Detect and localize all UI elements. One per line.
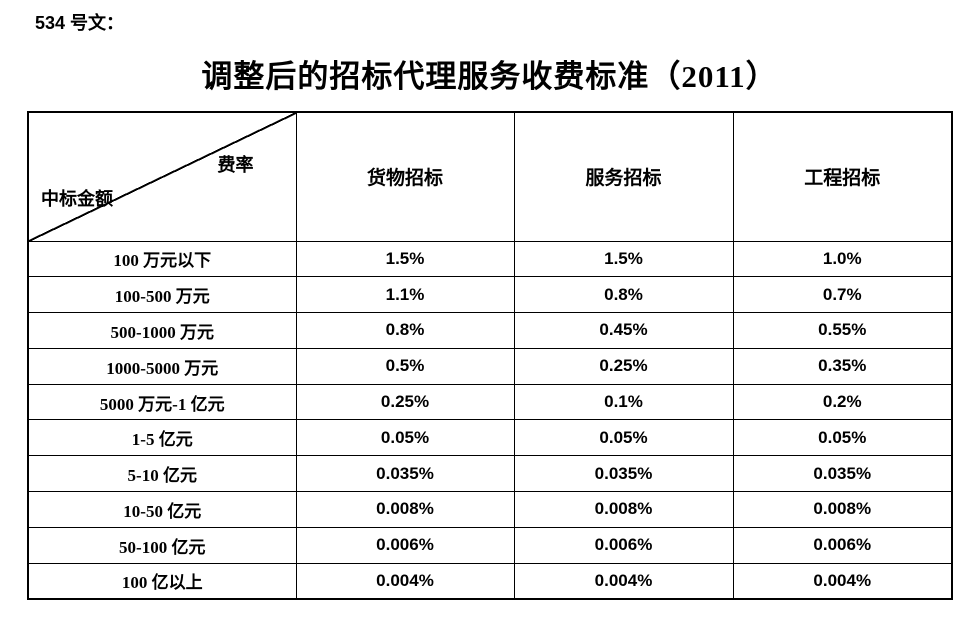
goods-rate-cell: 0.25% — [295, 383, 515, 421]
services-rate-cell: 0.8% — [513, 276, 734, 314]
services-rate-cell: 0.006% — [513, 526, 734, 564]
table-row: 50-100 亿元 0.006% 0.006% 0.006% — [27, 526, 953, 564]
goods-rate-cell: 0.05% — [295, 419, 515, 457]
services-rate-cell: 0.035% — [513, 455, 734, 493]
engineering-rate-cell: 0.7% — [732, 276, 953, 314]
goods-rate-cell: 0.006% — [295, 526, 515, 564]
amount-cell: 100 亿以上 — [27, 562, 297, 600]
table-row: 100-500 万元 1.1% 0.8% 0.7% — [27, 276, 953, 314]
column-header-services: 服务招标 — [513, 111, 734, 242]
engineering-rate-cell: 0.006% — [732, 526, 953, 564]
engineering-rate-cell: 0.55% — [732, 312, 953, 349]
goods-rate-cell: 1.1% — [295, 276, 515, 314]
fee-standard-table: 费率 中标金额 货物招标 服务招标 工程招标 100 万元以下 1.5% 1.5… — [27, 111, 953, 600]
engineering-rate-cell: 0.008% — [732, 491, 953, 528]
table-row: 500-1000 万元 0.8% 0.45% 0.55% — [27, 312, 953, 349]
services-rate-cell: 0.05% — [513, 419, 734, 457]
corner-header-cell: 费率 中标金额 — [27, 111, 297, 242]
table-row: 1-5 亿元 0.05% 0.05% 0.05% — [27, 419, 953, 457]
engineering-rate-cell: 0.05% — [732, 419, 953, 457]
amount-cell: 5000 万元-1 亿元 — [27, 383, 297, 421]
engineering-rate-cell: 0.2% — [732, 383, 953, 421]
goods-rate-cell: 1.5% — [295, 240, 515, 278]
table-header-row: 费率 中标金额 货物招标 服务招标 工程招标 — [27, 111, 953, 242]
engineering-rate-cell: 0.004% — [732, 562, 953, 600]
amount-cell: 100 万元以下 — [27, 240, 297, 278]
goods-rate-cell: 0.5% — [295, 347, 515, 385]
services-rate-cell: 0.45% — [513, 312, 734, 349]
services-rate-cell: 0.25% — [513, 347, 734, 385]
amount-cell: 100-500 万元 — [27, 276, 297, 314]
amount-cell: 5-10 亿元 — [27, 455, 297, 493]
table-row: 5000 万元-1 亿元 0.25% 0.1% 0.2% — [27, 383, 953, 421]
amount-cell: 1-5 亿元 — [27, 419, 297, 457]
goods-rate-cell: 0.035% — [295, 455, 515, 493]
goods-rate-cell: 0.004% — [295, 562, 515, 600]
table-row: 100 万元以下 1.5% 1.5% 1.0% — [27, 240, 953, 278]
engineering-rate-cell: 1.0% — [732, 240, 953, 278]
doc-ref-label: 534 号文： — [35, 13, 125, 33]
page-title: 调整后的招标代理服务收费标准（2011） — [201, 59, 778, 94]
amount-cell: 1000-5000 万元 — [27, 347, 297, 385]
table-row: 100 亿以上 0.004% 0.004% 0.004% — [27, 562, 953, 600]
engineering-rate-cell: 0.35% — [732, 347, 953, 385]
goods-rate-cell: 0.008% — [295, 491, 515, 528]
amount-cell: 500-1000 万元 — [27, 312, 297, 349]
services-rate-cell: 0.004% — [513, 562, 734, 600]
corner-label-rate: 费率 — [217, 155, 254, 175]
column-header-engineering: 工程招标 — [732, 111, 953, 242]
corner-label-amount: 中标金额 — [41, 189, 113, 209]
engineering-rate-cell: 0.035% — [732, 455, 953, 493]
table-row: 5-10 亿元 0.035% 0.035% 0.035% — [27, 455, 953, 493]
column-header-goods: 货物招标 — [295, 111, 515, 242]
table-row: 10-50 亿元 0.008% 0.008% 0.008% — [27, 491, 953, 528]
goods-rate-cell: 0.8% — [295, 312, 515, 349]
amount-cell: 10-50 亿元 — [27, 491, 297, 528]
services-rate-cell: 1.5% — [513, 240, 734, 278]
amount-cell: 50-100 亿元 — [27, 526, 297, 564]
table-row: 1000-5000 万元 0.5% 0.25% 0.35% — [27, 347, 953, 385]
services-rate-cell: 0.008% — [513, 491, 734, 528]
services-rate-cell: 0.1% — [513, 383, 734, 421]
